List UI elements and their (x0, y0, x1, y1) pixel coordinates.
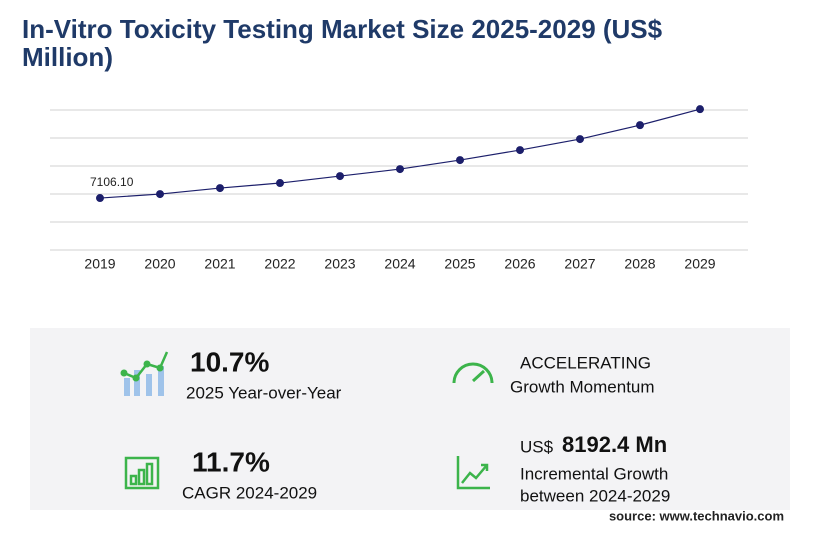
line (99, 108, 701, 199)
kpi-label: CAGR 2024-2029 (182, 483, 317, 502)
kpi-panel (30, 328, 790, 510)
x-tick-label: 2025 (444, 256, 475, 272)
gauge-icon (452, 362, 494, 384)
point (156, 190, 164, 199)
chart-title: In-Vitro Toxicity Testing Market Size 20… (22, 14, 663, 72)
point (96, 194, 104, 203)
x-tick-label: 2019 (84, 256, 115, 272)
kpi-label: between 2024-2029 (520, 486, 670, 505)
kpi-unit: US$ (520, 437, 554, 456)
x-tick-label: 2024 (384, 256, 415, 272)
source: source: www.technavio.com (609, 508, 784, 523)
kpi-label: Growth Momentum (510, 377, 655, 396)
point (336, 172, 344, 181)
x-tick-label: 2026 (504, 256, 535, 272)
kpi-value: 8192.4 Mn (562, 432, 667, 457)
point (516, 146, 524, 155)
point (216, 184, 224, 193)
point (696, 105, 704, 114)
data-label: 7106.10 (90, 175, 134, 189)
x-tick-label: 2029 (684, 256, 715, 272)
point (576, 135, 584, 144)
x-tick-label: 2023 (324, 256, 355, 272)
x-tick-label: 2021 (204, 256, 235, 272)
x-tick-label: 2022 (264, 256, 295, 272)
x-tick-label: 2020 (144, 256, 175, 272)
cagr-icon (124, 456, 160, 490)
point (456, 156, 464, 165)
point (636, 121, 644, 130)
kpi-value: ACCELERATING (520, 353, 651, 372)
kpi-label: Incremental Growth (520, 464, 668, 483)
yoy-icon (120, 351, 169, 396)
kpi-label: 2025 Year-over-Year (186, 383, 342, 402)
growth-icon (456, 456, 490, 490)
x-tick-label: 2027 (564, 256, 595, 272)
kpi-value: 11.7% (192, 446, 270, 477)
point (396, 165, 404, 174)
x-tick-label: 2028 (624, 256, 655, 272)
kpi-value: 10.7% (190, 346, 269, 377)
point (276, 179, 284, 188)
